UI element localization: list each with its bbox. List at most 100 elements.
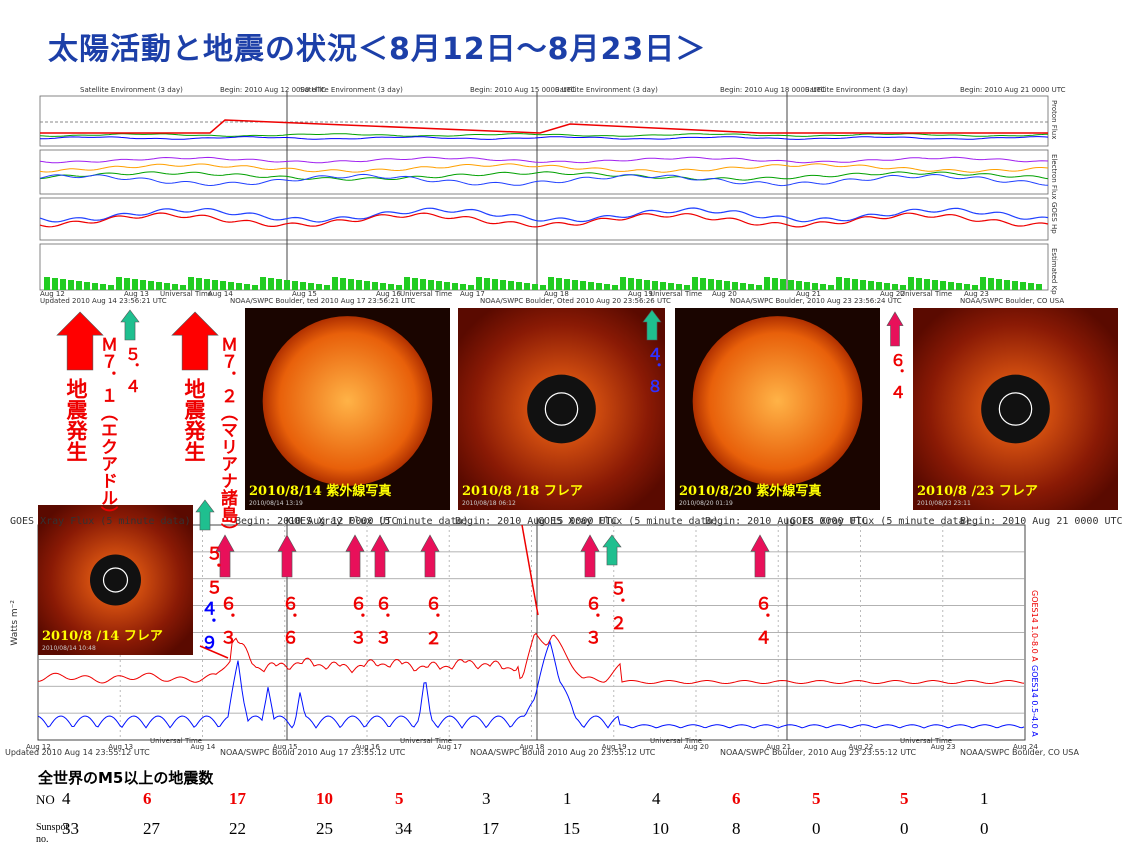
axis-label: Universal Time xyxy=(650,737,703,745)
x-tick-label: Aug 13 xyxy=(124,290,149,298)
table-cell: 5 xyxy=(900,789,909,808)
footer-text: NOAA/SWPC Boulder, 2010 Aug 23 23:55:12 … xyxy=(720,748,917,757)
panel-header: Begin: 2010 Aug 18 0000 UTC xyxy=(720,86,826,94)
kp-bar xyxy=(292,281,298,290)
kp-bar xyxy=(412,278,418,290)
arrow xyxy=(642,309,662,341)
panel-header: Begin: 2010 Aug 15 0000 UTC xyxy=(470,86,576,94)
kp-bar xyxy=(916,278,922,290)
kp-bar xyxy=(596,283,602,290)
trace xyxy=(39,156,1049,164)
footer-text: NOAA/SWPC Bould 2010 Aug 20 23:55:12 UTC xyxy=(470,748,656,757)
footer-text: Updated 2010 Aug 14 23:56:21 UTC xyxy=(40,297,167,305)
kp-bar xyxy=(860,280,866,290)
photo-caption: 2010/8 /18 フレア xyxy=(462,484,583,499)
table-cell: 6 xyxy=(143,789,152,808)
kp-bar xyxy=(140,280,146,290)
panel-header: Satellite Environment (3 day) xyxy=(805,86,908,94)
x-tick-label: Aug 16 xyxy=(376,290,401,298)
kp-bar xyxy=(148,281,154,290)
magnitude-label: ５．５ xyxy=(202,545,222,596)
kp-bar xyxy=(772,278,778,290)
kp-bar xyxy=(268,278,274,290)
kp-bar xyxy=(108,285,114,290)
kp-bar xyxy=(1036,284,1042,290)
kp-bar xyxy=(284,280,290,290)
table-cell: 17 xyxy=(482,819,499,838)
footer-text: Updated 2010 Aug 14 23:55:12 UTC xyxy=(5,748,150,757)
x-tick-label: Aug 18 xyxy=(544,290,569,298)
x-tick-label: Aug 20 xyxy=(712,290,737,298)
kp-bar xyxy=(356,280,362,290)
kp-bar xyxy=(52,278,58,290)
kp-bar xyxy=(924,279,930,290)
kp-bar xyxy=(340,278,346,290)
table-cell: 10 xyxy=(316,789,333,808)
kp-bar xyxy=(172,284,178,290)
kp-bar xyxy=(228,282,234,290)
kp-bar xyxy=(724,281,730,290)
kp-bar xyxy=(204,279,210,290)
x-tick-label: Aug 12 xyxy=(40,290,65,298)
trace xyxy=(40,136,1049,140)
footer-text: NOAA/SWPC Boulder, Oted 2010 Aug 20 23:5… xyxy=(480,297,671,305)
axis-label: Universal Time xyxy=(160,290,213,298)
kp-bar xyxy=(1028,283,1034,290)
kp-bar xyxy=(468,285,474,290)
axis-label: Universal Time xyxy=(650,290,703,298)
trace xyxy=(39,212,1049,228)
arrow xyxy=(171,311,219,371)
kp-bar xyxy=(132,279,138,290)
table-cell: 6 xyxy=(732,789,741,808)
trace xyxy=(39,173,1049,187)
kp-bar xyxy=(316,284,322,290)
kp-bar xyxy=(380,283,386,290)
trace xyxy=(39,207,1049,223)
kp-bar xyxy=(484,278,490,290)
kp-bar xyxy=(708,279,714,290)
kp-bar xyxy=(948,282,954,290)
kp-bar xyxy=(508,281,514,290)
magnitude-label: ６．３ xyxy=(581,595,601,646)
table-title: 全世界のM5以上の地震数 xyxy=(38,769,214,787)
trace xyxy=(39,133,1048,137)
kp-bar xyxy=(780,279,786,290)
arrow xyxy=(195,499,215,531)
kp-bar xyxy=(804,282,810,290)
kp-bar xyxy=(428,280,434,290)
panel-frame xyxy=(39,149,1049,195)
table-cell: 10 xyxy=(652,819,669,838)
magnitude-label: ５．４ xyxy=(122,346,141,394)
kp-bar xyxy=(156,282,162,290)
kp-bar xyxy=(500,280,506,290)
table-cell: 0 xyxy=(980,819,989,838)
kp-bar xyxy=(940,281,946,290)
panel-header: Begin: 2010 Aug 12 0000 UTC xyxy=(235,516,398,527)
kp-bar xyxy=(532,284,538,290)
panel-header: Begin: 2010 Aug 15 0000 UTC xyxy=(455,516,618,527)
trace xyxy=(39,163,1049,173)
arrow xyxy=(886,311,904,347)
kp-bar xyxy=(276,279,282,290)
kp-bar xyxy=(1020,282,1026,290)
kp-bar xyxy=(644,280,650,290)
x-tick-label: Aug 22 xyxy=(880,290,905,298)
panel-header: GOES Xray Flux (5 minute data) xyxy=(288,516,469,527)
panel-frame xyxy=(39,197,1049,241)
x-tick-label: Aug 12 xyxy=(26,743,51,751)
photo-caption: 2010/8 /23 フレア xyxy=(917,484,1038,499)
xray-short xyxy=(37,640,1025,729)
trace xyxy=(39,171,1049,181)
kp-bar xyxy=(716,280,722,290)
magnitude-label: ５．２ xyxy=(606,580,626,631)
panel-header: Begin: 2010 Aug 21 0000 UTC xyxy=(960,86,1066,94)
photo-stamp: 2010/08/20 01:19 xyxy=(679,500,733,507)
panel-header: Begin: 2010 Aug 18 0000 UTC xyxy=(705,516,868,527)
axis-label: Universal Time xyxy=(400,290,453,298)
magnitude-label: ６．６ xyxy=(278,595,298,646)
kp-bar xyxy=(196,278,202,290)
x-tick-label: Aug 21 xyxy=(766,743,792,751)
arrow xyxy=(420,534,440,578)
panel-header: GOES Xray Flux (5 minute data) xyxy=(10,516,191,527)
kp-bar xyxy=(868,281,874,290)
